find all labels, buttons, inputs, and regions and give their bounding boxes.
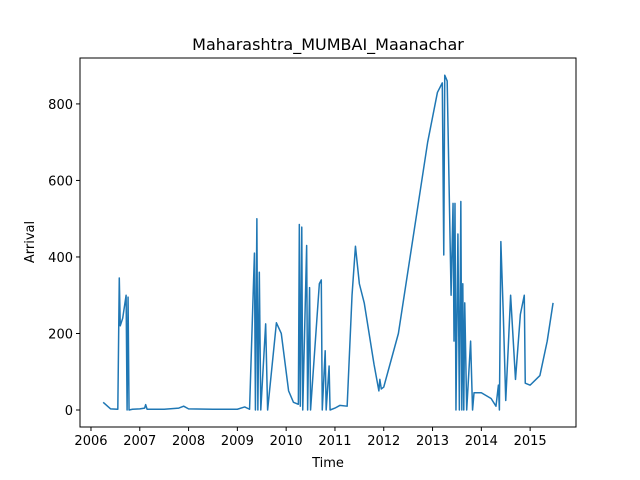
chart-title: Maharashtra_MUMBAI_Maanachar	[192, 35, 464, 55]
x-tick-label: 2007	[123, 434, 156, 449]
x-axis-label: Time	[311, 456, 344, 471]
x-tick-label: 2008	[172, 434, 205, 449]
plot-frame	[79, 57, 577, 428]
x-tick-label: 2015	[514, 434, 547, 449]
x-tick-label: 2014	[465, 434, 498, 449]
y-tick-label: 0	[65, 404, 73, 419]
y-axis-label: Arrival	[23, 221, 38, 263]
x-tick-label: 2009	[221, 434, 254, 449]
x-tick-label: 2006	[74, 434, 107, 449]
y-tick-label: 400	[48, 251, 73, 266]
data-line	[102, 74, 554, 411]
x-tick-label: 2012	[367, 434, 400, 449]
x-tick-label: 2013	[416, 434, 449, 449]
y-tick-label: 800	[48, 98, 73, 113]
x-tick-label: 2010	[270, 434, 303, 449]
y-tick-label: 200	[48, 327, 73, 342]
y-tick-label: 600	[48, 174, 73, 189]
x-tick-label: 2011	[318, 434, 351, 449]
